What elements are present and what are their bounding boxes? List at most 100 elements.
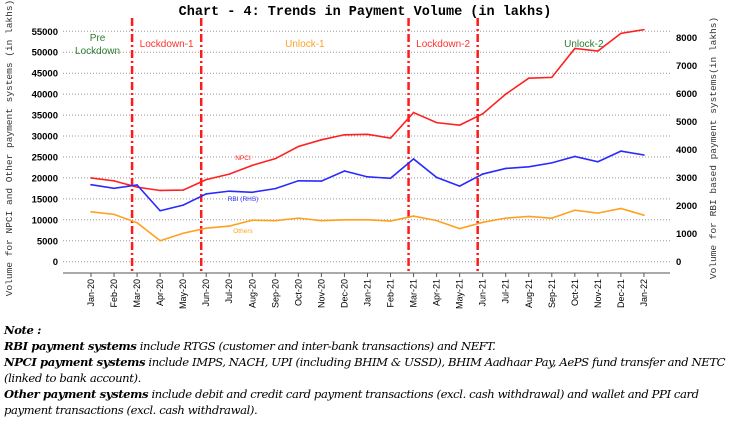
x-tick-label: Oct-20 xyxy=(293,279,303,306)
data-point xyxy=(320,138,323,141)
x-tick-label: Apr-20 xyxy=(155,279,165,306)
series-label: Others xyxy=(233,228,253,235)
data-point xyxy=(620,150,622,152)
data-point xyxy=(320,219,323,222)
data-point xyxy=(504,167,507,170)
data-point xyxy=(458,185,461,187)
data-point xyxy=(481,113,484,115)
data-point xyxy=(159,239,161,242)
data-point xyxy=(389,177,392,180)
data-point xyxy=(620,207,622,210)
data-point xyxy=(574,155,576,158)
data-point xyxy=(205,227,207,229)
note-npci-title: NPCI payment systems xyxy=(4,355,146,369)
x-tick-label: Sep-21 xyxy=(547,279,557,308)
data-point xyxy=(435,176,438,179)
data-point xyxy=(527,77,530,80)
y-tick-label: 25000 xyxy=(32,152,58,163)
data-point xyxy=(527,165,530,168)
data-point xyxy=(274,157,277,160)
series-line-rbi xyxy=(90,150,645,212)
data-point xyxy=(113,187,115,190)
x-tick-label: May-20 xyxy=(178,279,188,309)
data-point xyxy=(205,193,207,195)
y2-tick-label: 6000 xyxy=(676,89,697,100)
data-point xyxy=(481,221,484,224)
data-point xyxy=(228,173,231,175)
data-point xyxy=(228,225,231,227)
x-tick-label: Aug-21 xyxy=(524,279,534,308)
x-tick-label: Feb-20 xyxy=(109,279,119,308)
x-tick-label: Jan-22 xyxy=(639,279,649,307)
y-tick-label: 45000 xyxy=(32,69,58,80)
data-point xyxy=(182,189,184,191)
data-point xyxy=(251,219,254,222)
data-point xyxy=(551,217,553,219)
data-point xyxy=(343,170,346,172)
data-point xyxy=(389,137,392,139)
note-other: Other payment systems include debit and … xyxy=(4,386,726,418)
y2-tick-label: 3000 xyxy=(676,173,697,184)
data-point xyxy=(412,111,415,114)
data-point xyxy=(366,133,369,136)
data-point xyxy=(366,219,369,221)
y2-tick-label: 5000 xyxy=(676,117,697,128)
x-tick-label: Dec-20 xyxy=(339,279,349,308)
data-point xyxy=(389,220,392,222)
y2-tick-label: 0 xyxy=(676,257,681,268)
y-tick-label: 10000 xyxy=(32,215,58,226)
data-point xyxy=(481,173,484,175)
data-point xyxy=(297,145,300,148)
right-axis-label: Volume for RBI based payment systems(in … xyxy=(708,17,719,279)
y-tick-label: 15000 xyxy=(32,194,58,205)
data-point xyxy=(136,221,138,224)
data-point xyxy=(504,217,507,219)
y2-tick-label: 1000 xyxy=(676,229,697,240)
phase-label: Pre xyxy=(90,33,106,44)
data-point xyxy=(297,217,300,219)
data-point xyxy=(435,121,438,124)
data-point xyxy=(551,76,553,79)
y2-tick-label: 2000 xyxy=(676,201,697,212)
notes-section: Note : RBI payment systems include RTGS … xyxy=(4,322,726,418)
x-tick-label: Jan-20 xyxy=(86,279,96,307)
data-point xyxy=(643,214,645,217)
x-tick-label: Jul-20 xyxy=(224,279,234,304)
data-point xyxy=(343,219,346,221)
data-point xyxy=(574,209,576,211)
note-npci: NPCI payment systems include IMPS, NACH,… xyxy=(4,354,726,386)
x-tick-label: Jul-21 xyxy=(501,279,511,304)
data-point xyxy=(412,215,415,217)
data-point xyxy=(574,47,576,50)
data-point xyxy=(297,179,300,182)
y-tick-label: 40000 xyxy=(32,90,58,101)
data-point xyxy=(159,189,161,192)
phase-label: Lockdown xyxy=(75,46,120,57)
data-point xyxy=(113,213,115,216)
data-point xyxy=(90,183,92,186)
x-tick-label: Nov-20 xyxy=(316,279,326,308)
y-tick-label: 50000 xyxy=(32,48,58,59)
note-rbi-title: RBI payment systems xyxy=(4,339,137,353)
y-tick-label: 0 xyxy=(53,257,58,268)
y-tick-label: 35000 xyxy=(32,111,58,122)
x-tick-label: Jun-20 xyxy=(201,279,211,307)
left-axis-label: Volume for NPCI and Other payment system… xyxy=(4,0,15,296)
data-point xyxy=(343,133,346,136)
data-point xyxy=(251,191,254,194)
phase-label: Lockdown-2 xyxy=(416,39,470,50)
data-point xyxy=(504,93,507,95)
x-tick-label: Sep-20 xyxy=(270,279,280,308)
note-other-text: include debit and credit card payment tr… xyxy=(4,387,699,417)
series-line-npci xyxy=(90,28,645,192)
phase-label: Unlock-1 xyxy=(285,39,325,50)
chart-title: Chart - 4: Trends in Payment Volume (in … xyxy=(179,5,552,20)
x-tick-label: Aug-20 xyxy=(247,279,257,308)
data-point xyxy=(597,160,599,163)
x-tick-label: May-21 xyxy=(455,279,465,309)
x-tick-label: Feb-21 xyxy=(386,279,396,308)
data-point xyxy=(113,180,115,182)
note-rbi: RBI payment systems include RTGS (custom… xyxy=(4,338,726,354)
data-point xyxy=(643,28,645,31)
phase-label: Lockdown-1 xyxy=(140,39,194,50)
